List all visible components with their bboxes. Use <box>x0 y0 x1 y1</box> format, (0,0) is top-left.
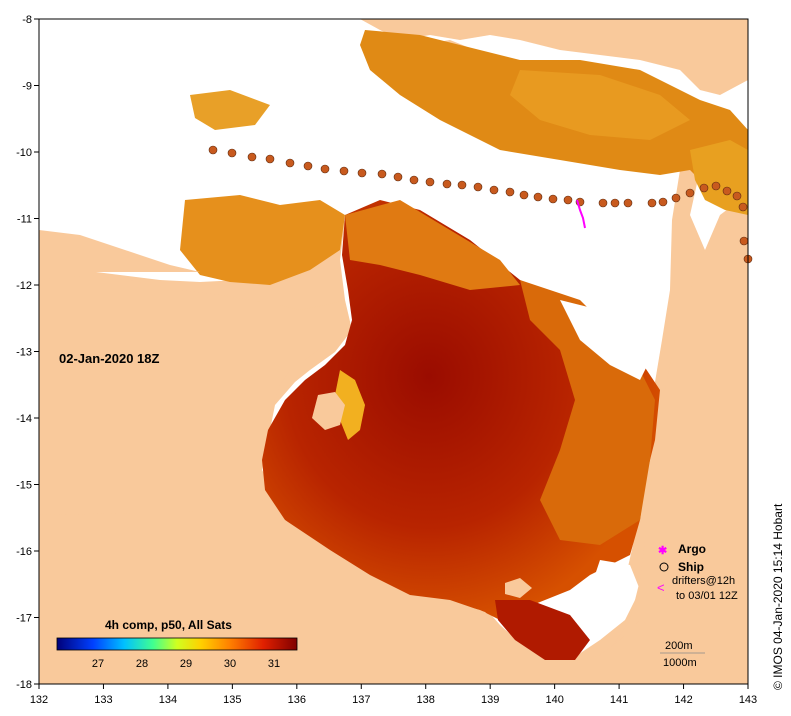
ship-observation-dot <box>658 197 668 207</box>
ship-observation-dot <box>285 158 295 168</box>
ship-observation-dot <box>227 148 237 158</box>
ship-observation-dot <box>303 161 313 171</box>
ship-observation-dot <box>339 166 349 176</box>
sst-south-patch <box>495 600 590 660</box>
y-tick-label: -12 <box>16 280 32 292</box>
groote-island <box>312 392 345 430</box>
ship-observation-dot <box>208 145 218 155</box>
ship-observation-dot <box>738 202 748 212</box>
y-tick-label: -13 <box>16 347 32 359</box>
ship-observation-dot <box>671 193 681 203</box>
argo-drifter-track <box>576 199 586 229</box>
y-tick-label: -11 <box>17 214 32 226</box>
sst-northwest-patch <box>190 90 270 130</box>
drifter-legend-icon: < <box>657 580 665 595</box>
y-tick-label: -10 <box>16 147 32 159</box>
x-tick-label: 137 <box>352 694 370 706</box>
coastal-strip-land <box>39 230 200 272</box>
sst-west-patch <box>180 195 345 285</box>
y-tick-label: -18 <box>16 679 32 691</box>
argo-legend-label: Argo <box>678 542 706 556</box>
x-tick-label: 142 <box>674 694 692 706</box>
composite-label: 4h comp, p50, All Sats <box>105 618 232 632</box>
ship-observation-dot <box>722 186 732 196</box>
new-guinea-land <box>360 19 748 95</box>
colorbar-tick-label: 29 <box>180 658 192 670</box>
x-axis-ticks: 132 133 134 135 136 137 138 139 140 141 142 143 <box>30 684 757 706</box>
y-tick-label: -15 <box>16 480 32 492</box>
contour-1000-label: 1000m <box>663 657 697 669</box>
ship-observation-dot <box>533 192 543 202</box>
x-tick-label: 132 <box>30 694 48 706</box>
ship-track <box>208 145 753 264</box>
y-tick-label: -16 <box>16 546 32 558</box>
legend: ✱ Argo Ship < drifters@12h to 03/01 12Z <box>657 542 738 602</box>
colorbar-ticks: 27 28 29 30 31 <box>92 658 280 670</box>
x-tick-label: 141 <box>610 694 628 706</box>
ship-observation-dot <box>739 236 749 246</box>
ship-observation-dot <box>320 164 330 174</box>
ship-observation-dot <box>711 181 721 191</box>
ship-observation-dot <box>610 198 620 208</box>
y-tick-label: -9 <box>22 81 32 93</box>
ship-observation-dot <box>598 198 608 208</box>
colorbar-tick-label: 28 <box>136 658 148 670</box>
ship-observation-dot <box>442 179 452 189</box>
x-tick-label: 138 <box>417 694 435 706</box>
x-tick-label: 139 <box>481 694 499 706</box>
mornington-island <box>505 578 532 598</box>
ship-observation-dot <box>699 183 709 193</box>
colorbar-tick-label: 30 <box>224 658 236 670</box>
argo-legend-icon: ✱ <box>658 545 667 557</box>
timestamp-label: 02-Jan-2020 18Z <box>59 351 160 366</box>
ship-observation-dot <box>247 152 257 162</box>
ship-observation-dot <box>377 169 387 179</box>
ship-observation-dot <box>548 194 558 204</box>
ship-observation-dot <box>357 168 367 178</box>
credit-text: © IMOS 04-Jan-2020 15:14 Hobart <box>771 503 785 690</box>
ship-observation-dot <box>623 198 633 208</box>
sst-gulf-orange-north <box>345 200 520 290</box>
ship-observation-dot <box>519 190 529 200</box>
drifter-legend-line2: to 03/01 12Z <box>676 590 738 602</box>
arnhem-land <box>39 275 345 520</box>
sst-gulf-yellow-west <box>335 370 365 440</box>
x-tick-label: 134 <box>159 694 177 706</box>
y-tick-label: -17 <box>16 613 32 625</box>
ship-legend-label: Ship <box>678 560 704 574</box>
cape-york-land <box>590 180 748 684</box>
ship-observation-dot <box>393 172 403 182</box>
nodata-southeast <box>580 560 640 640</box>
ship-observation-dot <box>489 185 499 195</box>
ship-observation-dot <box>265 154 275 164</box>
ship-observation-dot <box>732 191 742 201</box>
ship-observation-dot <box>647 198 657 208</box>
drifter-legend-line1: drifters@12h <box>672 575 735 587</box>
y-tick-label: -14 <box>16 413 32 425</box>
ship-observation-dot <box>473 182 483 192</box>
y-axis-ticks: -8 -9 -10 -11 -12 -13 -14 -15 -16 -17 -18 <box>16 14 39 691</box>
contour-200-label: 200m <box>665 640 693 652</box>
ship-observation-dot <box>563 195 573 205</box>
ship-observation-dot <box>505 187 515 197</box>
sst-north-patch-2 <box>510 70 690 140</box>
ship-observation-dot <box>457 180 467 190</box>
x-tick-label: 143 <box>739 694 757 706</box>
colorbar <box>56 637 298 651</box>
colorbar-tick-label: 27 <box>92 658 104 670</box>
nodata-east-gulf <box>560 300 650 380</box>
ship-legend-icon <box>659 562 669 572</box>
x-tick-label: 133 <box>94 694 112 706</box>
y-tick-label: -8 <box>22 14 32 26</box>
x-tick-label: 136 <box>288 694 306 706</box>
x-tick-label: 140 <box>545 694 563 706</box>
ship-observation-dot <box>409 175 419 185</box>
ship-observation-dot <box>425 177 435 187</box>
x-tick-label: 135 <box>223 694 241 706</box>
colorbar-tick-label: 31 <box>268 658 280 670</box>
ship-observation-dot <box>685 188 695 198</box>
